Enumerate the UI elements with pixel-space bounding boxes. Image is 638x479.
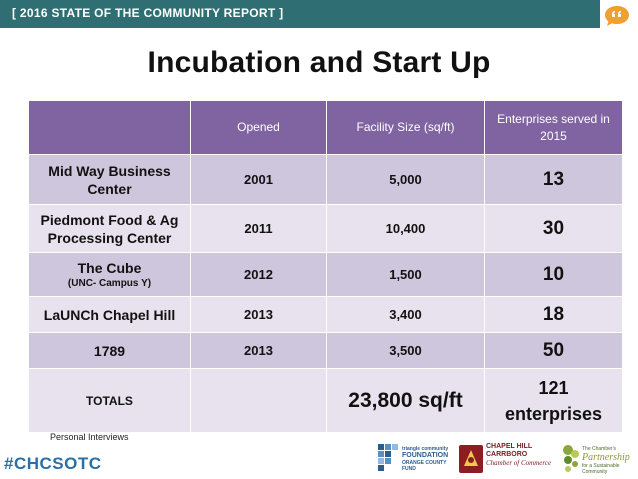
chamber-of-commerce-logo: CHAPEL HILL CARRBORO Chamber of Commerce [458,440,558,478]
totals-size: 23,800 sq/ft [326,368,485,433]
incubation-table: Opened Facility Size (sq/ft) Enterprises… [28,100,623,433]
hashtag: #CHCSOTC [4,454,102,473]
source-note: Personal Interviews [50,432,129,442]
facility-subtitle: (UNC- Campus Y) [67,278,152,289]
facility-name: Piedmont Food & Ag Processing Center [28,204,191,253]
opened-year: 2001 [190,154,327,205]
partnership-line2: Partnership [582,452,630,463]
chamber-mark-icon [459,445,483,473]
chambers-partnership-logo: The Chamber's Partnership for a Sustaina… [560,440,636,478]
speech-bubble-icon [605,6,629,26]
partnership-line3: for a Sustainable Community [582,463,620,475]
enterprises-count: 10 [484,252,623,297]
header-corner [28,100,191,155]
foundation-line2: FOUNDATION [402,452,449,459]
facility-size: 10,400 [326,204,485,253]
table-row: 1789 2013 3,500 50 [28,332,623,369]
opened-year: 2012 [190,252,327,297]
table-row: The Cube (UNC- Campus Y) 2012 1,500 10 [28,252,623,297]
totals-label: TOTALS [28,368,191,433]
enterprises-count: 30 [484,204,623,253]
table-row: LaUNCh Chapel Hill 2013 3,400 18 [28,296,623,333]
chamber-line1: CHAPEL HILL [486,443,533,450]
report-banner: [ 2016 STATE OF THE COMMUNITY REPORT ] [0,0,600,28]
banner-text: [ 2016 STATE OF THE COMMUNITY REPORT ] [12,6,284,20]
page-title: Incubation and Start Up [147,46,491,79]
header-opened: Opened [190,100,327,155]
facility-name: 1789 [28,332,191,369]
facility-name: LaUNCh Chapel Hill [28,296,191,333]
facility-name: Mid Way Business Center [28,154,191,205]
partnership-line1: The Chamber's [582,446,617,452]
foundation-line3: ORANGE COUNTY FUND [402,460,447,472]
enterprises-count: 13 [484,154,623,205]
enterprises-count: 50 [484,332,623,369]
foundation-mark-icon [378,444,398,471]
facility-name: The Cube [77,260,142,276]
facility-size: 3,400 [326,296,485,333]
chamber-line2: CARRBORO [486,451,528,458]
opened-year: 2011 [190,204,327,253]
totals-row: TOTALS 23,800 sq/ft 121 enterprises [28,368,623,433]
partnership-leaf-icon [563,445,579,472]
chamber-line3: Chamber of Commerce [486,459,552,467]
totals-opened [190,368,327,433]
enterprises-count: 18 [484,296,623,333]
facility-size: 1,500 [326,252,485,297]
table-row: Mid Way Business Center 2001 5,000 13 [28,154,623,205]
header-facility-size: Facility Size (sq/ft) [326,100,485,155]
facility-size: 3,500 [326,332,485,369]
totals-enterprises-label: enterprises [504,403,603,424]
triangle-community-foundation-logo: triangle community FOUNDATION ORANGE COU… [374,440,454,476]
chamber-logo-text: CHAPEL HILL CARRBORO Chamber of Commerce [486,443,551,467]
partnership-logo-text: The Chamber's Partnership for a Sustaina… [582,446,636,475]
header-enterprises: Enterprises served in 2015 [484,100,623,155]
foundation-logo-text: triangle community FOUNDATION ORANGE COU… [402,446,454,472]
opened-year: 2013 [190,296,327,333]
totals-enterprises-cell: 121 enterprises [484,368,623,433]
foundation-line1: triangle community [402,446,449,452]
table-header-row: Opened Facility Size (sq/ft) Enterprises… [28,100,623,155]
table-row: Piedmont Food & Ag Processing Center 201… [28,204,623,253]
totals-enterprises-count: 121 [538,377,569,398]
opened-year: 2013 [190,332,327,369]
facility-name-cell: The Cube (UNC- Campus Y) [28,252,191,297]
facility-size: 5,000 [326,154,485,205]
